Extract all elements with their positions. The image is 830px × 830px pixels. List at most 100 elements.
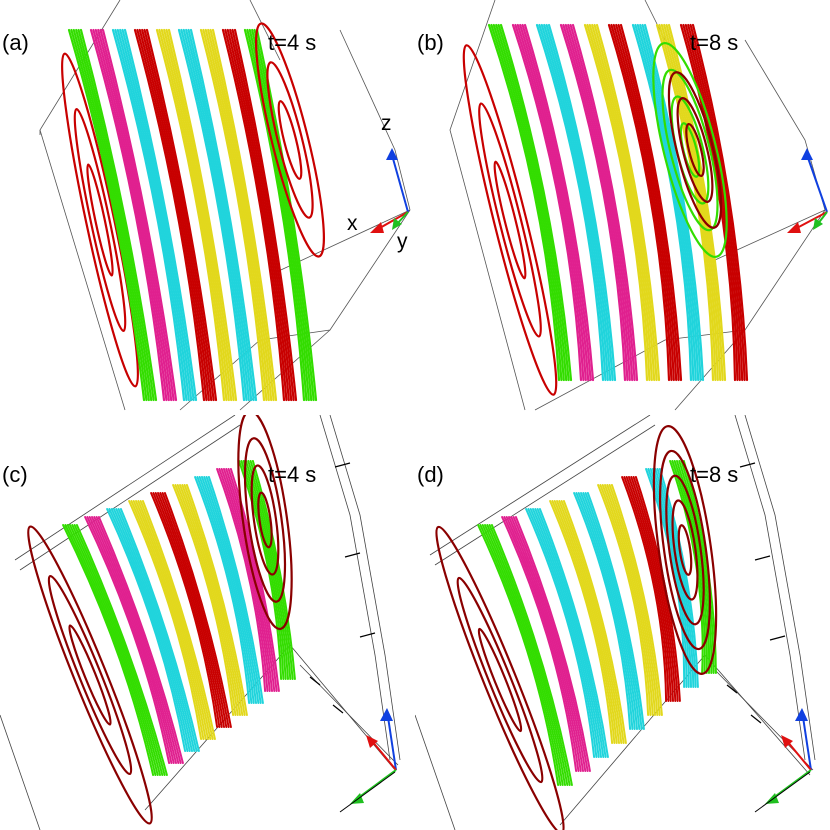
- streamline: [248, 28, 310, 402]
- streamline: [198, 476, 255, 704]
- streamline: [150, 492, 219, 728]
- vortex-ring: [677, 524, 693, 576]
- streamline: [128, 500, 203, 740]
- panel-a-streamlines: [39, 0, 411, 411]
- streamline: [532, 508, 602, 758]
- z-arrow-icon: [801, 148, 813, 160]
- panel-d: (d) t=8 s: [415, 415, 830, 830]
- axis-triad-b: [787, 148, 828, 233]
- streamline: [240, 460, 285, 680]
- streamline: [253, 28, 315, 402]
- streamline: [251, 28, 313, 402]
- streamline: [577, 492, 636, 730]
- time-label-b: t=8 s: [690, 30, 739, 55]
- streamline: [558, 500, 623, 744]
- y-arrow-icon: [350, 793, 364, 804]
- streamline: [220, 468, 271, 692]
- streamline: [645, 468, 686, 688]
- streamline: [88, 516, 175, 764]
- streamline: [225, 468, 276, 692]
- streamline: [179, 484, 241, 716]
- streamline: [593, 23, 658, 382]
- vortex-ring: [257, 491, 273, 549]
- streamline: [519, 23, 590, 382]
- streamline: [583, 23, 649, 382]
- streamline: [680, 460, 715, 674]
- y-arrow-icon: [392, 218, 402, 230]
- streamline: [495, 23, 568, 382]
- streamline: [135, 500, 209, 740]
- streamline: [152, 492, 221, 728]
- streamline: [607, 23, 671, 382]
- streamline: [632, 476, 679, 702]
- streamline-bundle-a: [60, 22, 325, 402]
- streamline: [207, 28, 273, 402]
- streamline: [631, 23, 693, 382]
- streamline: [233, 28, 298, 402]
- streamline: [145, 28, 218, 402]
- streamline: [673, 460, 708, 674]
- streamline: [634, 23, 695, 382]
- streamline: [553, 500, 618, 744]
- streamline: [564, 23, 631, 382]
- streamline: [139, 500, 214, 740]
- streamline: [86, 516, 173, 764]
- streamline: [77, 28, 155, 402]
- streamline: [64, 524, 157, 776]
- streamline: [71, 524, 164, 776]
- streamline: [116, 28, 190, 402]
- axis-label-z: z: [381, 112, 392, 135]
- streamline: [510, 516, 587, 772]
- vortex-ring: [478, 102, 542, 338]
- streamline-bundle-b: [462, 23, 749, 396]
- vortex-ring: [277, 100, 303, 180]
- streamline: [133, 28, 206, 402]
- streamline: [110, 508, 191, 752]
- streamline: [514, 23, 585, 382]
- streamline: [560, 500, 625, 744]
- streamline: [655, 23, 715, 382]
- y-arrow-icon: [813, 218, 823, 230]
- streamline: [180, 28, 248, 402]
- streamline: [209, 28, 275, 402]
- streamline: [119, 28, 193, 402]
- streamline-bundle-d: [435, 425, 718, 830]
- streamline: [654, 468, 695, 688]
- streamline: [155, 28, 226, 402]
- streamline: [154, 492, 223, 728]
- streamline: [114, 28, 188, 402]
- streamline: [75, 28, 153, 402]
- streamline: [656, 468, 697, 688]
- streamline: [111, 28, 186, 402]
- streamline: [158, 28, 228, 402]
- axis-triad-d: [754, 708, 812, 813]
- streamline: [163, 492, 232, 728]
- streamline: [508, 516, 584, 772]
- streamline: [157, 492, 225, 728]
- vortex-ring: [477, 627, 523, 733]
- time-label-d: t=8 s: [690, 462, 739, 487]
- axis-triad-a: [370, 148, 409, 233]
- streamline: [89, 28, 166, 402]
- streamline: [221, 28, 286, 402]
- streamline: [479, 524, 562, 786]
- streamline: [545, 23, 614, 382]
- streamline: [199, 28, 266, 402]
- streamline: [101, 28, 178, 402]
- streamline: [534, 508, 605, 758]
- streamline: [621, 476, 668, 702]
- streamline: [130, 500, 205, 740]
- vortex-ring: [456, 576, 544, 784]
- streamline: [615, 23, 678, 382]
- vortex-ring: [685, 122, 705, 178]
- streamline: [172, 484, 235, 716]
- streamline: [163, 28, 233, 402]
- streamline: [187, 28, 255, 402]
- streamline: [176, 484, 239, 716]
- streamline: [588, 23, 653, 382]
- streamline: [516, 23, 587, 382]
- streamline: [66, 524, 159, 776]
- vortex-ring: [493, 160, 527, 280]
- time-label-c: t=4 s: [268, 462, 317, 487]
- panel-label-a: (a): [2, 30, 29, 55]
